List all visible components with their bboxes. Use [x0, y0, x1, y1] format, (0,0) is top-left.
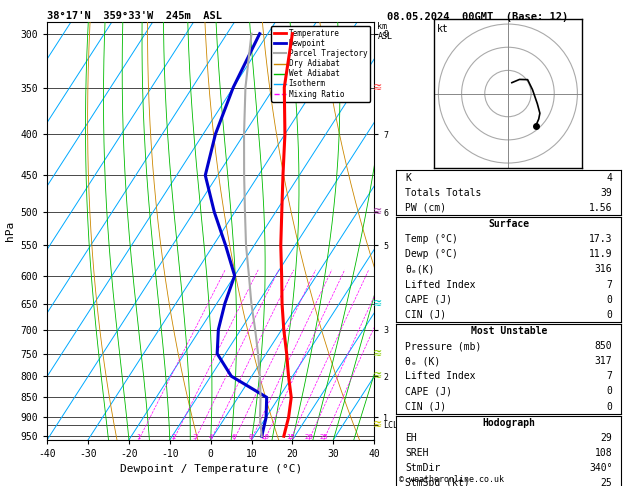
Text: 17.3: 17.3 [589, 234, 613, 244]
Text: StmSpd (kt): StmSpd (kt) [405, 478, 470, 486]
Text: Most Unstable: Most Unstable [470, 326, 547, 336]
Text: 11.9: 11.9 [589, 249, 613, 260]
Text: CIN (J): CIN (J) [405, 401, 447, 412]
Text: 0: 0 [606, 401, 613, 412]
Text: 25: 25 [320, 434, 328, 440]
Text: θₑ(K): θₑ(K) [405, 264, 435, 275]
Text: Pressure (mb): Pressure (mb) [405, 341, 482, 351]
Text: km
ASL: km ASL [377, 22, 392, 41]
X-axis label: Dewpoint / Temperature (°C): Dewpoint / Temperature (°C) [120, 465, 302, 474]
Text: 1.56: 1.56 [589, 203, 613, 213]
Text: EH: EH [405, 433, 417, 443]
Text: 1: 1 [136, 434, 141, 440]
Text: ≋: ≋ [373, 371, 382, 381]
Text: Hodograph: Hodograph [482, 418, 535, 428]
Text: 29: 29 [601, 433, 613, 443]
Y-axis label: hPa: hPa [5, 221, 15, 241]
Text: ≋: ≋ [373, 207, 382, 217]
Text: 3: 3 [193, 434, 198, 440]
Text: Lifted Index: Lifted Index [405, 371, 476, 382]
Text: 0: 0 [606, 310, 613, 320]
Text: 7: 7 [606, 279, 613, 290]
Text: 317: 317 [595, 356, 613, 366]
Text: 850: 850 [595, 341, 613, 351]
Text: © weatheronline.co.uk: © weatheronline.co.uk [399, 474, 504, 484]
Text: CAPE (J): CAPE (J) [405, 295, 452, 305]
Text: ≋: ≋ [373, 348, 382, 359]
Text: 0: 0 [606, 386, 613, 397]
Text: θₑ (K): θₑ (K) [405, 356, 440, 366]
Text: 2: 2 [171, 434, 175, 440]
Text: ≋: ≋ [373, 420, 382, 430]
Text: 10: 10 [260, 434, 269, 440]
Text: ≋: ≋ [373, 299, 382, 309]
Text: 0: 0 [606, 295, 613, 305]
Text: Dewp (°C): Dewp (°C) [405, 249, 458, 260]
Text: 38°17'N  359°33'W  245m  ASL: 38°17'N 359°33'W 245m ASL [47, 11, 222, 21]
Text: 15: 15 [286, 434, 295, 440]
Text: 316: 316 [595, 264, 613, 275]
Text: Lifted Index: Lifted Index [405, 279, 476, 290]
Text: kt: kt [437, 24, 448, 34]
Text: 340°: 340° [589, 463, 613, 473]
Text: 25: 25 [601, 478, 613, 486]
Text: 4: 4 [209, 434, 213, 440]
Text: Surface: Surface [488, 219, 530, 229]
Text: 08.05.2024  00GMT  (Base: 12): 08.05.2024 00GMT (Base: 12) [387, 12, 568, 22]
Text: Totals Totals: Totals Totals [405, 188, 482, 198]
Text: PW (cm): PW (cm) [405, 203, 447, 213]
Text: 6: 6 [232, 434, 237, 440]
Legend: Temperature, Dewpoint, Parcel Trajectory, Dry Adiabat, Wet Adiabat, Isotherm, Mi: Temperature, Dewpoint, Parcel Trajectory… [271, 26, 370, 102]
Text: 7: 7 [606, 371, 613, 382]
Text: 8: 8 [249, 434, 253, 440]
Text: ≋: ≋ [373, 83, 382, 92]
Text: 39: 39 [601, 188, 613, 198]
Text: Temp (°C): Temp (°C) [405, 234, 458, 244]
Text: 4: 4 [606, 173, 613, 183]
Text: CAPE (J): CAPE (J) [405, 386, 452, 397]
Text: StmDir: StmDir [405, 463, 440, 473]
Text: K: K [405, 173, 411, 183]
Text: 108: 108 [595, 448, 613, 458]
Text: 20: 20 [304, 434, 313, 440]
Text: SREH: SREH [405, 448, 429, 458]
Text: CIN (J): CIN (J) [405, 310, 447, 320]
